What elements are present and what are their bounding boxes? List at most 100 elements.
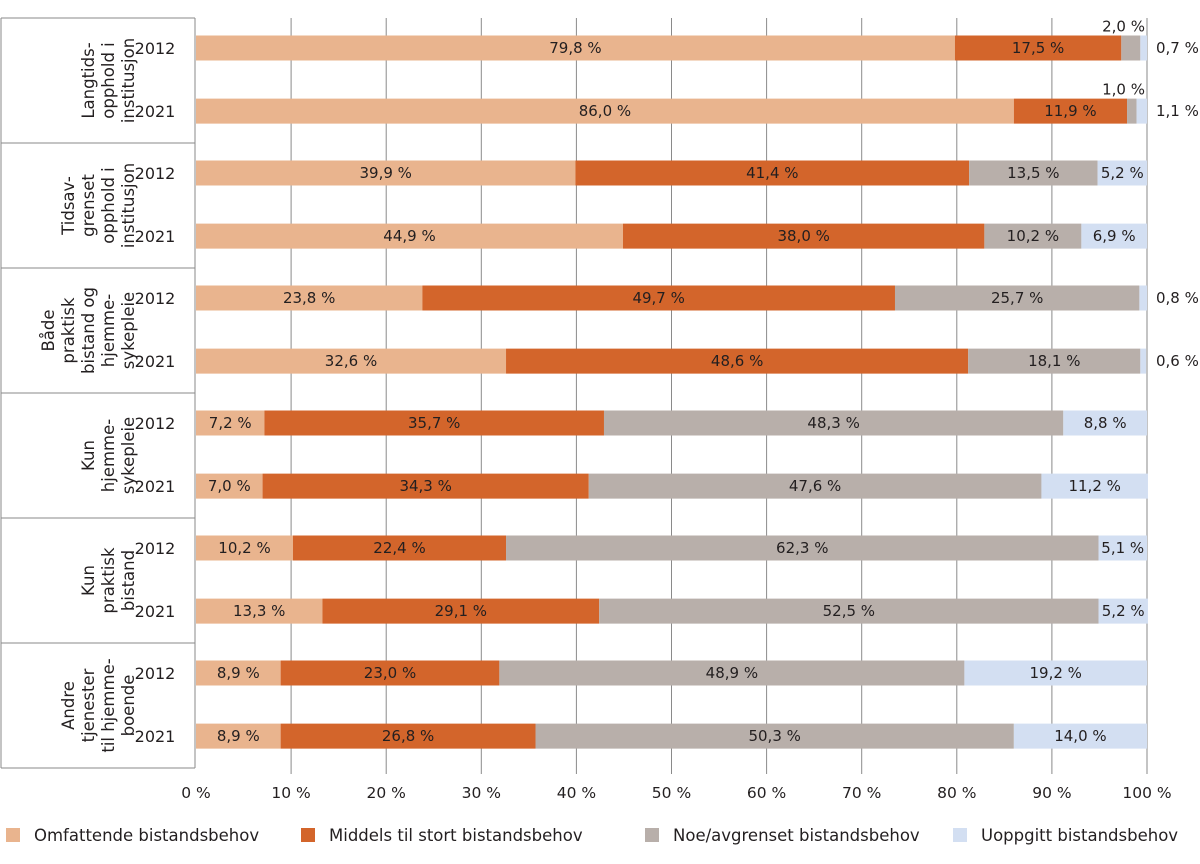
group-label: Langtids-opphold i institusjon [79, 38, 138, 123]
group-label-line: boende [119, 675, 138, 737]
bar-value-label: 25,7 % [991, 289, 1043, 307]
bar-segment [984, 223, 1082, 249]
bar-segment [1140, 35, 1147, 61]
bar-segment [1136, 98, 1147, 124]
bar-value-label: 32,6 % [325, 352, 377, 370]
bar-segment [196, 223, 623, 249]
bar-segment [196, 35, 955, 61]
bar-value-label: 0,7 % [1156, 39, 1199, 57]
bar-value-label: 2,0 % [1102, 18, 1145, 36]
bar-value-label: 48,3 % [807, 414, 859, 432]
bar-segment [506, 535, 1099, 561]
bar-value-label: 14,0 % [1054, 727, 1106, 745]
bar-value-label: 44,9 % [383, 227, 435, 245]
bar-segment [262, 473, 589, 499]
group-label-line: institusjon [119, 163, 138, 248]
legend-item-omfattende: Omfattende bistandsbehov [6, 822, 259, 848]
bar-segment [1097, 160, 1147, 186]
x-tick-label: 40 % [557, 784, 596, 802]
x-tick-label: 20 % [367, 784, 406, 802]
bar-segment [196, 348, 507, 374]
bar-segment [575, 160, 970, 186]
bar-segment [1098, 535, 1147, 561]
bar-value-label: 34,3 % [399, 477, 451, 495]
group-label-line: Tidsav- [59, 176, 78, 236]
bar-value-label: 86,0 % [579, 102, 631, 120]
legend-label: Middels til stort bistandsbehov [329, 825, 583, 845]
bar-segment [588, 473, 1042, 499]
bar-segment [196, 660, 281, 686]
bar-value-label: 52,5 % [823, 602, 875, 620]
bar-labels: 79,8 % 17,5 % 2,0 % 0,7 % 86,0 % 11,9 % 1,0 % 1… [208, 18, 1199, 746]
year-label: 2021 [135, 227, 176, 246]
bar-segment [603, 410, 1064, 436]
x-axis-ticks: 0 % 10 % 20 % 30 % 40 % 50 % 60 % 70 % 80 % 90 % 1… [181, 784, 1171, 802]
bar-segment [280, 723, 536, 749]
bar-value-label: 11,2 % [1068, 477, 1120, 495]
year-label: 2012 [135, 664, 176, 683]
bar-value-label: 0,6 % [1156, 352, 1199, 370]
bar-segment [954, 35, 1122, 61]
bar-segment [1127, 98, 1137, 124]
group-label-line: Kun [79, 440, 98, 471]
bar-value-label: 0,8 % [1156, 289, 1199, 307]
legend-label: Noe/avgrenset bistandsbehov [673, 825, 920, 845]
bar-value-label: 79,8 % [549, 39, 601, 57]
legend-item-uoppgitt: Uoppgitt bistandsbehov [953, 822, 1178, 848]
bar-value-label: 1,0 % [1102, 81, 1145, 99]
category-frame [0, 17, 196, 769]
bar-value-label: 6,9 % [1093, 227, 1136, 245]
bar-segment [293, 535, 507, 561]
year-label: 2021 [135, 352, 176, 371]
year-label: 2012 [135, 539, 176, 558]
bar-value-label: 1,1 % [1156, 102, 1199, 120]
bar-value-label: 7,0 % [208, 477, 251, 495]
bar-segment [1013, 98, 1128, 124]
bar-value-label: 47,6 % [789, 477, 841, 495]
bar-segment [1121, 35, 1141, 61]
bar-value-label: 10,2 % [1007, 227, 1059, 245]
bar-segment [280, 660, 500, 686]
group-label-line: Kun [79, 565, 98, 596]
bar-value-label: 62,3 % [776, 539, 828, 557]
bar-value-label: 7,2 % [209, 414, 252, 432]
legend-item-middels: Middels til stort bistandsbehov [301, 822, 583, 848]
bar-value-label: 19,2 % [1029, 664, 1081, 682]
group-label-line: praktisk [99, 547, 118, 614]
bar-value-label: 23,0 % [364, 664, 416, 682]
group-label-line: institusjon [119, 38, 138, 123]
bar-segment [894, 285, 1140, 311]
bar-segment [196, 535, 294, 561]
group-label: Både praktisk bistand og hjemme-sykepleie [39, 287, 138, 374]
group-label-line: bistand [119, 550, 138, 611]
legend-swatch [6, 828, 20, 842]
group-label-line: Andre [59, 681, 78, 730]
group-label: Andre tjenester til hjemme-boende [59, 658, 138, 752]
group-label-line: bistand og [79, 287, 98, 374]
bar-value-label: 23,8 % [283, 289, 335, 307]
bar-segment [499, 660, 965, 686]
bar-value-label: 38,0 % [777, 227, 829, 245]
group-label: Kun hjemme-sykepleie [79, 417, 138, 494]
bar-value-label: 41,4 % [746, 164, 798, 182]
bar-segment [196, 160, 576, 186]
legend-label: Omfattende bistandsbehov [34, 825, 260, 845]
bar-segment [622, 223, 985, 249]
bars [196, 35, 1148, 749]
bar-value-label: 35,7 % [408, 414, 460, 432]
legend-label: Uoppgitt bistandsbehov [981, 825, 1179, 845]
category-labels: Langtids-opphold i institusjon20122021Tid… [39, 38, 175, 753]
bar-value-label: 48,9 % [706, 664, 758, 682]
x-tick-label: 100 % [1122, 784, 1171, 802]
year-label: 2021 [135, 102, 176, 121]
bar-segment [322, 598, 600, 624]
bar-segment [968, 348, 1141, 374]
bar-segment [196, 410, 265, 436]
x-tick-label: 60 % [747, 784, 786, 802]
group-label: Tidsav-grenset opphold i institusjon [59, 163, 138, 248]
bar-value-label: 49,7 % [632, 289, 684, 307]
bar-segment [964, 660, 1147, 686]
group-label-line: sykepleie [119, 292, 138, 369]
bar-value-label: 50,3 % [748, 727, 800, 745]
